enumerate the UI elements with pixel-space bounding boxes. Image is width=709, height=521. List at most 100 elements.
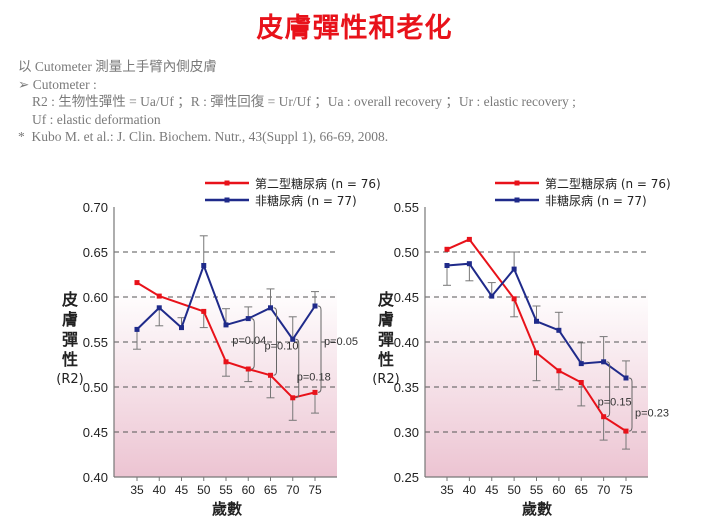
p-value-label: p=0.23 (635, 408, 669, 420)
p-value-label: p=0.15 (598, 396, 632, 408)
significance-bracket (606, 361, 611, 418)
right-chart: 0.25 0.30 0.35 0.40 0.45 0.50 0.55 35 40 45 50 55 60… (394, 176, 671, 497)
control-marker (268, 305, 273, 311)
left-chart: 0.40 0.45 0.50 0.55 0.60 0.65 0.70 35 40 45 50 55 60… (83, 176, 381, 497)
diabetes-line (446, 238, 627, 432)
control-marker (134, 326, 140, 332)
diabetes-marker (623, 428, 629, 434)
p-value-label: p=0.10 (265, 341, 299, 353)
x-tick-label: 35 (440, 483, 454, 497)
x-tick-label: 60 (242, 483, 256, 497)
diabetes-marker (444, 246, 450, 252)
p-value-label: p=0.18 (297, 372, 331, 384)
y-tick-label: 0.45 (394, 290, 419, 305)
diabetes-line (136, 281, 316, 399)
y-tick-label: 0.50 (394, 245, 419, 260)
left-chart-ylabel: 皮 膚 彈 性 (R2) (50, 290, 90, 390)
diabetes-marker (268, 372, 273, 378)
control-marker (623, 375, 629, 381)
note-reference: * Kubo M. et al.: J. Clin. Biochem. Nutr… (18, 128, 576, 146)
diabetes-marker (290, 395, 296, 401)
control-marker (466, 261, 472, 267)
slide-title: 皮膚彈性和老化 (256, 13, 453, 44)
y-tick-label: 0.35 (394, 380, 419, 395)
control-marker (290, 336, 296, 342)
control-marker (312, 303, 318, 309)
diabetes-marker (156, 293, 162, 299)
diabetes-marker (601, 414, 607, 420)
arrow-bullet-icon: ➢ (18, 76, 30, 92)
x-tick-label: 40 (153, 483, 167, 497)
note-measurement: 以 Cutometer 測量上手臂內側皮膚 (18, 59, 217, 74)
legend-marker (514, 180, 520, 186)
diabetes-marker (511, 296, 517, 302)
ylabel-char: 彈 (377, 330, 394, 349)
x-tick-label: 65 (264, 483, 278, 497)
control-marker (489, 293, 495, 299)
diabetes-marker (223, 359, 229, 365)
ylabel-char: 性 (377, 350, 394, 369)
control-marker (223, 322, 229, 328)
diabetes-marker (466, 236, 472, 242)
note-cutometer-label: Cutometer : (32, 76, 97, 92)
p-value-label: p=0.04 (232, 335, 266, 347)
ylabel-char: 皮 (61, 290, 78, 309)
control-marker (511, 266, 517, 272)
control-marker (245, 316, 251, 322)
control-marker (556, 327, 562, 333)
ylabel-char: 皮 (377, 290, 394, 309)
y-tick-label: 0.40 (394, 335, 419, 350)
note-uf-definition: Uf : elastic deformation (32, 111, 161, 127)
x-tick-label: 70 (286, 483, 300, 497)
notes-block: 以 Cutometer 測量上手臂內側皮膚 ➢ Cutometer : R2 :… (18, 58, 576, 146)
control-marker (201, 263, 207, 268)
diabetes-marker (578, 380, 584, 385)
y-tick-label: 0.45 (83, 425, 108, 440)
y-tick-label: 0.40 (83, 470, 108, 485)
control-marker (444, 263, 450, 268)
x-tick-label: 65 (575, 483, 589, 497)
x-tick-label: 60 (552, 483, 566, 497)
x-tick-label: 75 (619, 483, 633, 497)
x-tick-label: 40 (463, 483, 477, 497)
x-tick-label: 75 (308, 483, 322, 497)
right-chart-ylabel: 皮 膚 彈 性 (R2) (366, 290, 406, 390)
y-tick-label: 0.60 (83, 290, 108, 305)
ylabel-char: 膚 (61, 310, 78, 329)
x-tick-label: 55 (219, 483, 233, 497)
diabetes-marker (201, 308, 207, 314)
legend-label: 非糖尿病 (n = 77) (545, 193, 647, 208)
y-tick-label: 0.30 (394, 425, 419, 440)
control-marker (534, 318, 539, 324)
note-definitions: R2 : 生物性彈性 = Ua/Uf ；R : 彈性回復 = Ur/Uf ；Ua… (32, 94, 576, 109)
legend-label: 第二型糖尿病 (n = 76) (255, 176, 381, 191)
legend-marker (224, 197, 230, 203)
x-tick-label: 45 (485, 483, 499, 497)
control-marker (601, 359, 607, 365)
significance-bracket (295, 338, 300, 399)
ylabel-char: 膚 (377, 310, 394, 329)
diabetes-marker (134, 280, 140, 286)
y-tick-label: 0.50 (83, 380, 108, 395)
significance-bracket (317, 305, 322, 393)
control-marker (179, 325, 184, 331)
left-chart-xlabel: 歲數 (212, 500, 243, 518)
legend-marker (224, 180, 230, 186)
y-tick-label: 0.55 (394, 200, 419, 215)
y-tick-label: 0.65 (83, 245, 108, 260)
p-value-label: p=0.05 (324, 336, 358, 348)
note-cutometer-heading: ➢ Cutometer : (18, 76, 576, 94)
y-tick-label: 0.55 (83, 335, 108, 350)
x-tick-label: 55 (530, 483, 544, 497)
reference-text: Kubo M. et al.: J. Clin. Biochem. Nutr.,… (31, 129, 389, 144)
legend-marker (514, 197, 520, 203)
x-tick-label: 70 (597, 483, 611, 497)
x-tick-label: 50 (507, 483, 521, 497)
diabetes-marker (556, 368, 562, 374)
ylabel-unit: (R2) (372, 372, 400, 387)
x-tick-label: 50 (197, 483, 211, 497)
x-tick-label: 45 (175, 483, 189, 497)
y-tick-label: 0.70 (83, 200, 108, 215)
